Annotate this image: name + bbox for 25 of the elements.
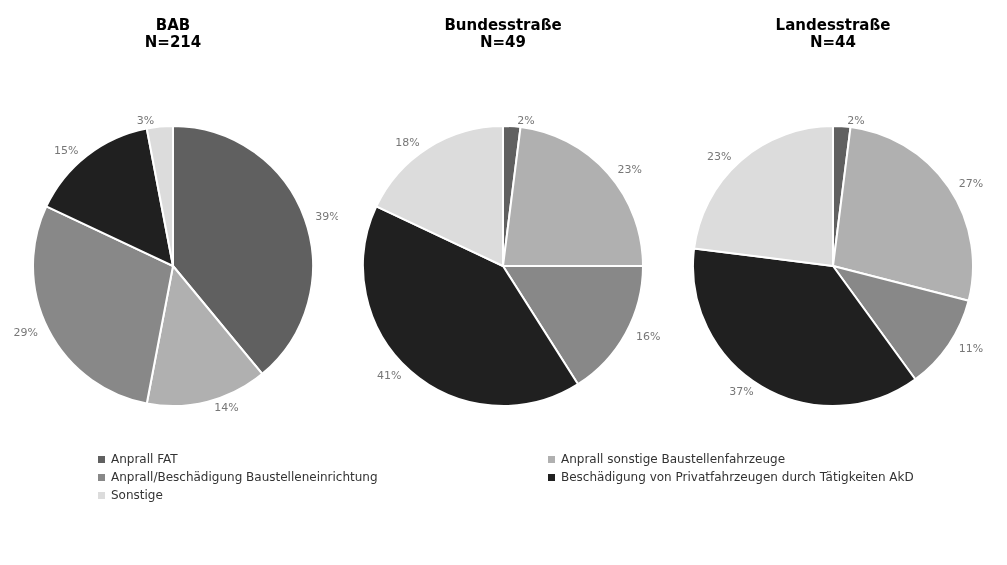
data-label: 27% [958, 177, 984, 191]
chart-subtitle: N=214 [144, 32, 202, 51]
legend-label: Anprall/Beschädigung Baustelleneinrichtung [111, 470, 378, 484]
legend-label: Anprall FAT [111, 452, 178, 466]
data-label: 23% [707, 149, 732, 163]
chart-title: Bundesstraße [444, 15, 562, 34]
chart-subtitle: N=49 [480, 32, 526, 51]
data-label: 37% [729, 385, 754, 399]
data-label: 2% [517, 113, 535, 127]
data-label: 16% [635, 329, 661, 343]
chart-subtitle: N=44 [810, 32, 856, 51]
legend-label: Beschädigung von Privatfahrzeugen durch Tätigkeiten AkD [561, 470, 914, 484]
data-label: 14% [214, 400, 239, 414]
legend-label: Sonstige [111, 488, 163, 502]
chart-title: BAB [155, 15, 191, 34]
data-label: 15% [54, 144, 79, 158]
data-label: 41% [377, 369, 402, 383]
data-label: 18% [395, 136, 420, 150]
data-label: 3% [136, 114, 155, 128]
data-label: 23% [617, 162, 642, 176]
data-label: 2% [847, 113, 865, 127]
data-label: 29% [13, 325, 38, 339]
legend-label: Anprall sonstige Baustellenfahrzeuge [561, 452, 786, 466]
chart-title: Landesstraße [775, 15, 891, 34]
data-label: 11% [958, 341, 984, 355]
